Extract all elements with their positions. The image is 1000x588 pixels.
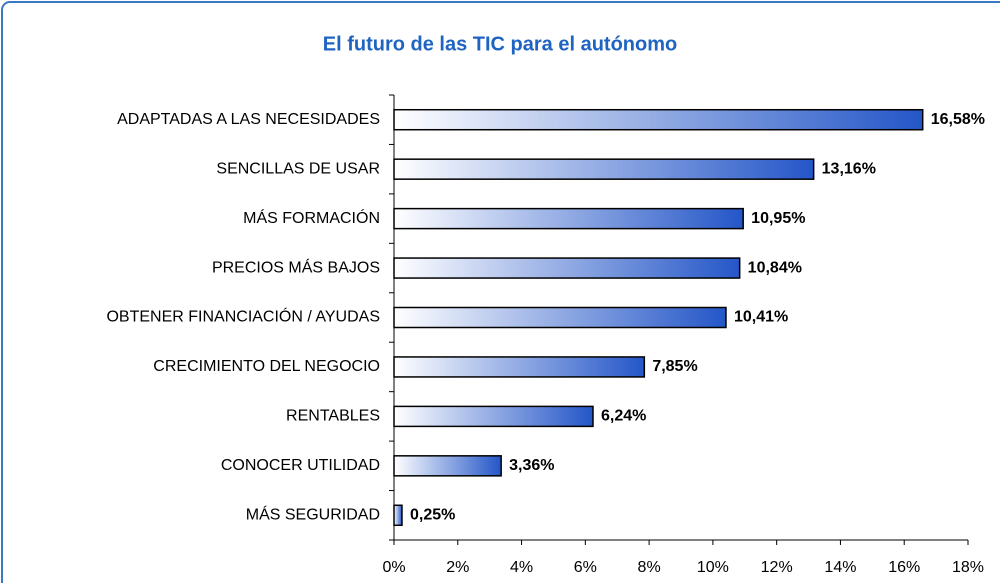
- y-tick-label: CONOCER UTILIDAD: [221, 457, 380, 474]
- x-tick-label: 4%: [510, 559, 533, 576]
- x-tick-label: 0%: [382, 559, 405, 576]
- x-tick-label: 6%: [574, 559, 597, 576]
- y-tick-label: MÁS FORMACIÓN: [243, 208, 380, 227]
- bar: [393, 455, 502, 477]
- bar: [393, 158, 815, 180]
- value-label: 7,85%: [652, 358, 697, 375]
- value-label: 10,41%: [734, 309, 788, 326]
- x-tick-label: 18%: [952, 559, 984, 576]
- x-tick-label: 2%: [446, 559, 469, 576]
- bar: [393, 207, 744, 230]
- value-label: 16,58%: [931, 111, 985, 128]
- x-tick-label: 8%: [638, 559, 661, 576]
- x-tick-label: 10%: [697, 559, 729, 576]
- bar: [393, 306, 727, 329]
- y-tick-label: PRECIOS MÁS BAJOS: [212, 257, 380, 276]
- chart-title: El futuro de las TIC para el autónomo: [323, 33, 677, 55]
- x-tick-label: 14%: [824, 559, 856, 576]
- x-tick-label: 12%: [761, 559, 793, 576]
- value-label: 13,16%: [822, 160, 876, 177]
- bar: [393, 504, 403, 527]
- value-label: 10,84%: [748, 259, 802, 276]
- y-tick-label: CRECIMIENTO DEL NEGOCIO: [153, 358, 380, 375]
- bar: [393, 108, 924, 131]
- y-tick-label: OBTENER FINANCIACIÓN / AYUDAS: [106, 307, 380, 326]
- value-label: 6,24%: [601, 408, 646, 425]
- x-tick-label: 16%: [888, 559, 920, 576]
- y-tick-label: MÁS SEGURIDAD: [246, 504, 380, 523]
- y-tick-label: SENCILLAS DE USAR: [216, 160, 380, 177]
- value-label: 10,95%: [751, 210, 805, 227]
- y-tick-label: ADAPTADAS A LAS NECESIDADES: [117, 111, 380, 128]
- y-tick-label: RENTABLES: [286, 408, 380, 425]
- value-label: 0,25%: [410, 506, 455, 523]
- value-label: 3,36%: [509, 457, 554, 474]
- bar: [393, 405, 594, 428]
- bar: [393, 257, 741, 279]
- bar: [393, 356, 646, 378]
